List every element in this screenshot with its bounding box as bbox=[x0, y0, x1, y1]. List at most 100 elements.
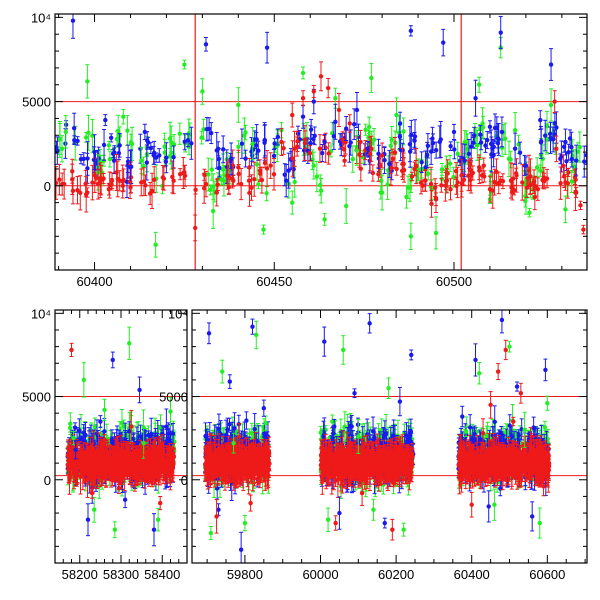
data-point bbox=[495, 363, 501, 381]
data-point bbox=[347, 114, 352, 133]
scatter-point bbox=[249, 149, 255, 162]
data-point bbox=[220, 359, 225, 384]
data-point bbox=[333, 515, 338, 531]
data-point bbox=[171, 167, 176, 195]
data-point bbox=[433, 216, 439, 250]
data-point bbox=[268, 152, 273, 179]
scatter-point bbox=[478, 125, 483, 144]
scatter-point bbox=[490, 138, 495, 158]
data-point bbox=[476, 154, 482, 181]
data-point bbox=[139, 168, 144, 197]
data-point bbox=[182, 164, 187, 180]
data-point bbox=[242, 514, 248, 532]
data-point bbox=[408, 25, 414, 37]
xtick-label: 60400 bbox=[76, 274, 112, 289]
data-point bbox=[512, 132, 518, 165]
data-point bbox=[290, 102, 295, 128]
data-point bbox=[117, 170, 122, 192]
scatter-point bbox=[103, 450, 109, 487]
ytick-label: 0 bbox=[44, 473, 51, 488]
scatter-point bbox=[439, 177, 444, 193]
data-point bbox=[103, 114, 108, 127]
scatter-point bbox=[251, 161, 257, 197]
data-point bbox=[486, 490, 491, 523]
scatter-point bbox=[394, 162, 399, 176]
data-point bbox=[499, 310, 505, 334]
data-point bbox=[379, 142, 385, 169]
scatter-point bbox=[59, 135, 65, 163]
scatter-point bbox=[204, 117, 210, 142]
xtick-label: 58200 bbox=[62, 567, 98, 582]
data-point bbox=[236, 87, 241, 123]
scatter-point bbox=[547, 126, 553, 142]
data-point bbox=[203, 37, 209, 52]
scatter-point bbox=[350, 145, 355, 173]
xtick-label: 60000 bbox=[302, 567, 338, 582]
scatter-point bbox=[363, 123, 368, 136]
xtick-label: 58400 bbox=[144, 567, 180, 582]
data-point bbox=[409, 349, 414, 361]
scatter-point bbox=[452, 139, 457, 160]
data-point bbox=[246, 167, 252, 194]
data-point bbox=[455, 166, 460, 199]
scatter-point bbox=[77, 418, 82, 443]
scatter-point bbox=[343, 129, 348, 155]
data-point bbox=[322, 133, 327, 151]
data-point bbox=[102, 434, 107, 446]
scatter-point bbox=[282, 163, 287, 187]
data-point bbox=[340, 335, 346, 365]
scatter-point bbox=[55, 166, 59, 200]
data-point bbox=[503, 339, 508, 361]
series-green bbox=[71, 326, 173, 539]
data-point bbox=[552, 90, 557, 113]
data-point bbox=[122, 491, 128, 509]
data-point bbox=[365, 140, 370, 157]
data-point bbox=[141, 427, 146, 459]
data-point bbox=[507, 340, 512, 353]
data-point bbox=[511, 416, 516, 427]
data-point bbox=[149, 172, 155, 209]
dense-scatter bbox=[55, 107, 587, 218]
scatter-point bbox=[347, 129, 352, 163]
scatter-point bbox=[219, 174, 224, 185]
scatter-point bbox=[151, 145, 156, 165]
scatter-point bbox=[189, 126, 194, 160]
scatter-point bbox=[314, 160, 320, 193]
data-point bbox=[371, 498, 376, 521]
scatter-point bbox=[144, 144, 149, 181]
data-point bbox=[390, 518, 395, 541]
data-point bbox=[462, 143, 467, 178]
data-point bbox=[71, 431, 76, 446]
data-point bbox=[325, 77, 331, 99]
scatter-point bbox=[481, 157, 486, 174]
scatter-point bbox=[407, 126, 413, 163]
scatter-point bbox=[208, 184, 213, 196]
scatter-point bbox=[312, 126, 317, 146]
ytick-label: 5000 bbox=[22, 390, 51, 405]
scatter-point bbox=[125, 115, 130, 146]
series-red bbox=[69, 342, 175, 511]
scatter-point bbox=[227, 417, 232, 431]
data-point bbox=[412, 161, 417, 177]
data-point bbox=[401, 522, 406, 537]
scatter-point bbox=[429, 189, 434, 218]
ytick-label: 10⁴ bbox=[31, 306, 51, 321]
data-point bbox=[523, 156, 529, 175]
scatter-point bbox=[542, 119, 548, 152]
scatter-point bbox=[534, 157, 540, 178]
data-point bbox=[238, 531, 244, 563]
data-point bbox=[476, 76, 482, 93]
data-point bbox=[548, 48, 554, 81]
scatter-point bbox=[126, 447, 131, 467]
data-point bbox=[227, 374, 232, 389]
data-point bbox=[116, 482, 122, 495]
top-panel: 0 5000 10⁴ 60400 60450 60500 bbox=[22, 10, 588, 289]
data-point bbox=[322, 326, 327, 357]
data-point bbox=[95, 168, 101, 200]
scatter-point bbox=[271, 158, 277, 191]
data-point bbox=[254, 132, 259, 159]
scatter-point bbox=[66, 449, 72, 470]
data-point bbox=[466, 160, 471, 192]
xtick-label: 60450 bbox=[256, 274, 292, 289]
data-point bbox=[200, 78, 205, 105]
